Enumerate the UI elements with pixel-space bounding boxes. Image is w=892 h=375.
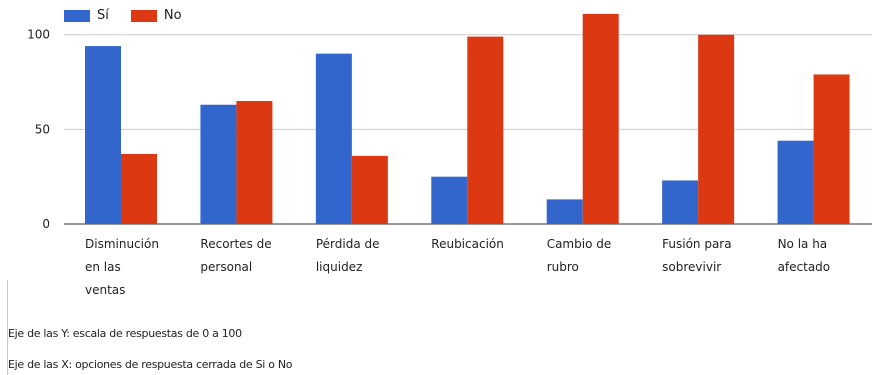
- x-category-label-line: sobrevivir: [662, 260, 721, 274]
- notes-divider: [7, 280, 8, 375]
- y-axis-note: Eje de las Y: escala de respuestas de 0 …: [8, 327, 242, 340]
- bar-no: [467, 36, 504, 224]
- x-category-label-line: Reubicación: [431, 237, 504, 251]
- bar-si: [85, 46, 121, 225]
- bar-no: [121, 153, 157, 224]
- x-category-label: Pérdida de liquidez: [316, 237, 380, 274]
- x-category-label-line: Pérdida de: [316, 237, 380, 251]
- bar-no: [582, 13, 619, 225]
- x-category-label-line: ventas: [85, 283, 125, 297]
- bar-chart: 0 50 100 Disminución en las ventas Recortes de…: [27, 13, 872, 297]
- legend-item-si[interactable]: Sí: [64, 8, 109, 23]
- x-category-label: Reubicación: [431, 237, 504, 251]
- bar-no: [813, 74, 850, 224]
- x-category-label-line: personal: [200, 260, 252, 274]
- y-tick-label: 50: [35, 122, 50, 136]
- legend-label-no: No: [163, 8, 182, 23]
- x-category-label-line: en las: [85, 260, 121, 274]
- y-tick-label: 0: [42, 217, 50, 231]
- bar-si: [200, 104, 237, 224]
- legend-item-no[interactable]: No: [130, 8, 182, 23]
- bar-no: [698, 34, 735, 224]
- legend-swatch-si: [64, 9, 90, 22]
- x-category-label-line: Disminución: [85, 237, 159, 251]
- bar-si: [546, 199, 583, 224]
- x-category-label-line: liquidez: [316, 260, 363, 274]
- bar-si: [662, 180, 699, 224]
- x-category-label: Disminución en las ventas: [85, 237, 159, 297]
- x-category-label: No la ha afectado: [778, 237, 831, 274]
- bar-si: [777, 140, 814, 224]
- legend-swatch-no: [130, 9, 157, 22]
- y-tick-label: 100: [27, 28, 50, 42]
- x-category-label: Recortes de personal: [200, 237, 271, 274]
- chart-legend: Sí No: [64, 8, 182, 23]
- bar-no: [236, 100, 273, 224]
- x-category-label-line: No la ha: [778, 237, 828, 251]
- legend-label-si: Sí: [97, 8, 109, 23]
- x-category-label: Fusión para sobrevivir: [662, 237, 731, 274]
- x-category-label-line: afectado: [778, 260, 831, 274]
- x-category-label-line: Cambio de: [547, 237, 612, 251]
- x-category-label-line: Fusión para: [662, 237, 731, 251]
- bar-si: [431, 176, 468, 224]
- x-category-label: Cambio de rubro: [547, 237, 612, 274]
- x-category-label-line: rubro: [547, 260, 579, 274]
- bar-si: [315, 53, 352, 225]
- bar-no: [351, 155, 388, 224]
- x-axis-note: Eje de las X: opciones de respuesta cerr…: [8, 358, 293, 371]
- x-category-label-line: Recortes de: [200, 237, 271, 251]
